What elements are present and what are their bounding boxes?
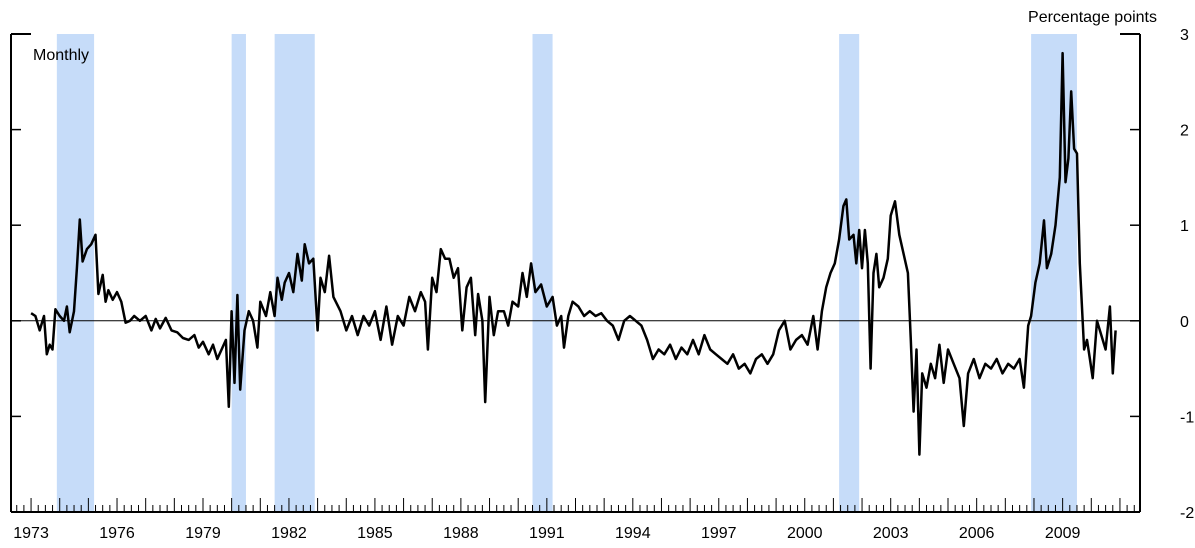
x-tick-label: 1991 (529, 525, 565, 542)
x-tick-label: 2000 (787, 525, 823, 542)
x-tick-label: 1994 (615, 525, 651, 542)
y-tick-label: 3 (1180, 27, 1189, 44)
recession-band-5 (839, 34, 860, 512)
x-tick-label: 1979 (185, 525, 221, 542)
recession-bands (56, 34, 1077, 512)
unit-label: Percentage points (1028, 9, 1157, 26)
x-tick-label: 1985 (357, 525, 393, 542)
y-tick-label: -1 (1180, 409, 1194, 426)
y-axis-ticks: 3 2 1 0 -1 -2 (11, 27, 1194, 522)
recession-band-2 (231, 34, 246, 512)
y-tick-label: 1 (1180, 218, 1189, 235)
x-tick-label: 1976 (99, 525, 135, 542)
x-tick-label: 1997 (701, 525, 737, 542)
x-axis-ticks (16, 498, 1135, 512)
y-tick-label: 0 (1180, 314, 1189, 331)
x-tick-label: 1988 (443, 525, 479, 542)
y-tick-label: 2 (1180, 123, 1189, 140)
recession-band-4 (532, 34, 553, 512)
x-axis-tick-labels: 1973 1976 1979 1982 1985 1988 1991 1994 1997 2000… (13, 525, 1080, 542)
series-line (30, 51, 1117, 456)
x-tick-label: 2003 (873, 525, 909, 542)
y-tick-label: -2 (1180, 505, 1194, 522)
x-tick-label: 2009 (1045, 525, 1081, 542)
x-tick-label: 1973 (13, 525, 49, 542)
x-tick-label: 1982 (271, 525, 307, 542)
plot-frame (10, 33, 1141, 513)
x-tick-label: 2006 (959, 525, 995, 542)
frequency-label: Monthly (33, 47, 89, 64)
